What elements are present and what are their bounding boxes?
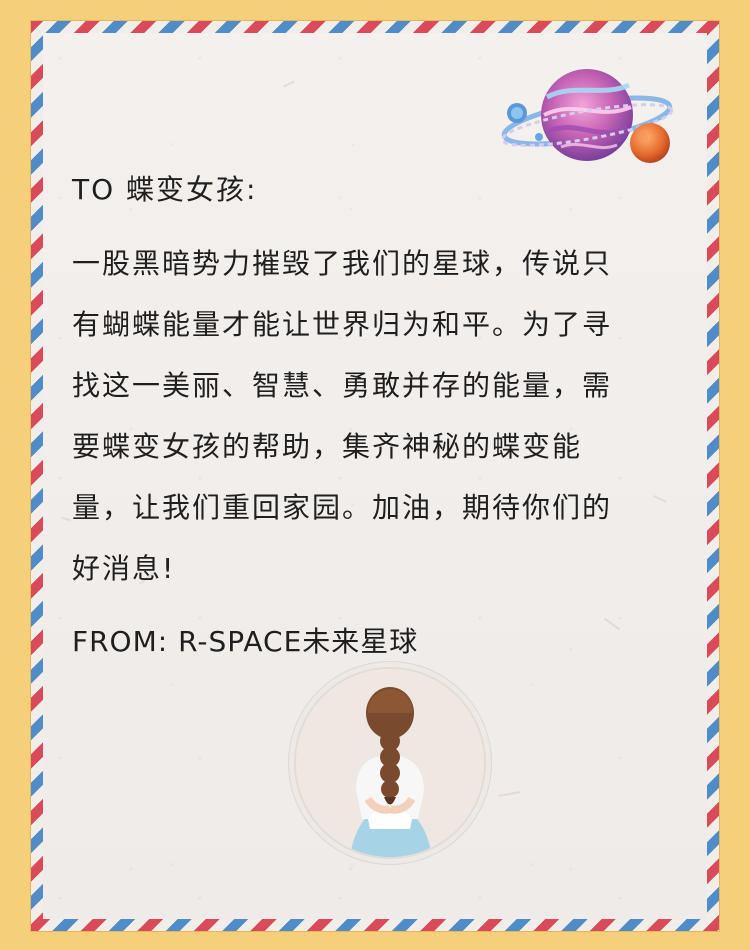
planet-icon [495, 55, 685, 175]
letter-content: TO 蝶变女孩: 一股黑暗势力摧毁了我们的星球，传说只有蝴蝶能量才能让世界归为和… [72, 170, 632, 662]
paper-speck [283, 80, 295, 88]
airmail-envelope-border [30, 20, 720, 932]
letter-greeting: TO 蝶变女孩: [72, 173, 258, 206]
paper-speck [60, 516, 72, 522]
letter-paper [43, 33, 707, 919]
girl-avatar [294, 667, 486, 859]
girl-braid-icon [296, 669, 484, 857]
paper-speck [653, 495, 667, 503]
paper-speck [497, 791, 521, 797]
letter-body: 一股黑暗势力摧毁了我们的星球，传说只有蝴蝶能量才能让世界归为和平。为了寻找这一美… [72, 247, 613, 585]
letter-signature: FROM: R-SPACE未来星球 [72, 625, 419, 658]
